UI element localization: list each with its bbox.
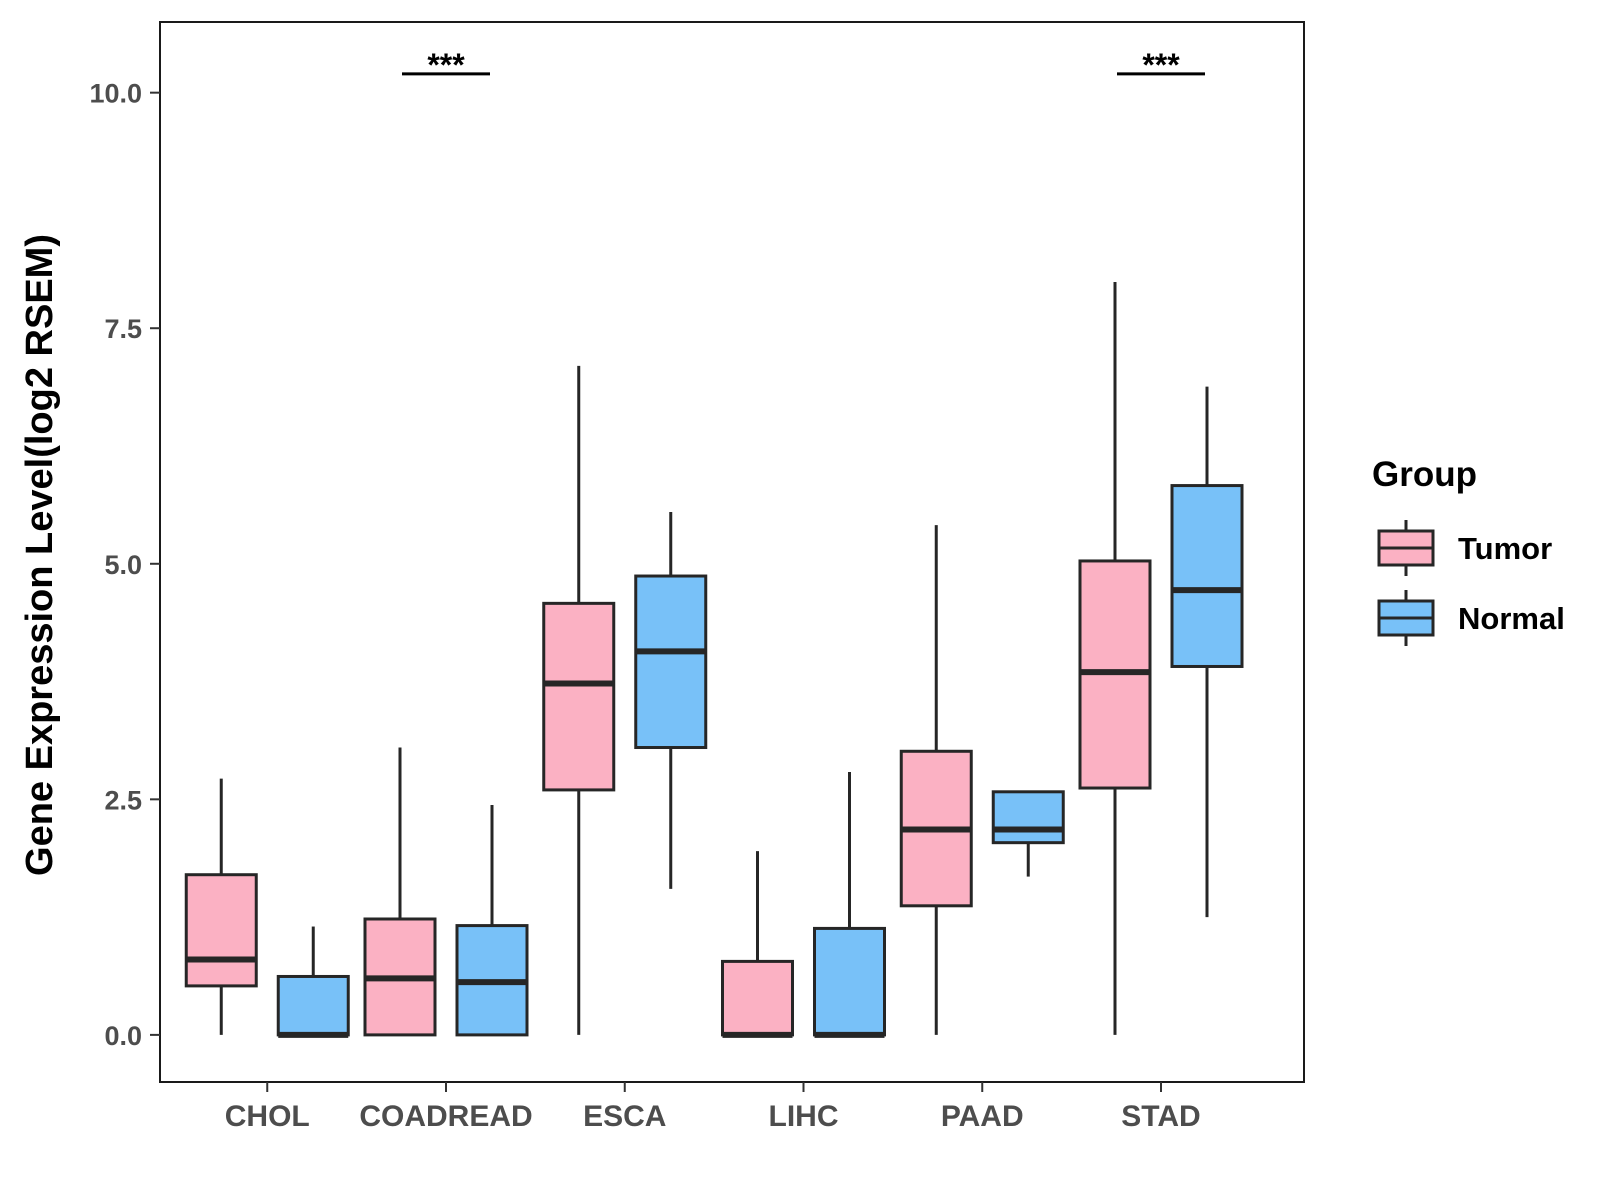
box-normal-lihc: [813, 772, 886, 1038]
x-tick-label: ESCA: [583, 1100, 666, 1133]
box-tumor-esca: [542, 365, 616, 1035]
y-tick-label: 0.0: [104, 1021, 142, 1051]
box-tumor-chol: [184, 778, 258, 1035]
box-body: [634, 574, 708, 750]
significance-annotations: *** ***: [402, 47, 1205, 83]
box-tumor-paad: [899, 525, 973, 1035]
significance-label: ***: [427, 47, 465, 83]
box-normal-esca: [634, 511, 708, 889]
legend-label-normal: Normal: [1458, 601, 1565, 636]
legend-key-tumor: [1377, 520, 1435, 576]
box-body: [184, 873, 258, 988]
box-tumor-coadread: [363, 747, 437, 1037]
box-tumor-stad: [1078, 282, 1152, 1035]
y-tick-label: 2.5: [104, 785, 142, 815]
x-axis: CHOL COADREAD ESCA LIHC PAAD STAD: [225, 1082, 1201, 1133]
box-tumor-lihc: [721, 851, 794, 1038]
x-tick-label: CHOL: [225, 1100, 310, 1133]
x-tick-label: COADREAD: [359, 1100, 532, 1133]
box-normal-coadread: [455, 804, 529, 1037]
y-tick-label: 10.0: [89, 79, 142, 109]
box-body: [542, 601, 616, 792]
legend: Group Tumor Normal: [1372, 455, 1565, 646]
box-body: [721, 959, 794, 1037]
box-normal-paad: [991, 790, 1065, 877]
significance-label: ***: [1142, 47, 1180, 83]
box-body: [991, 790, 1065, 845]
box-body: [1170, 484, 1244, 668]
box-body: [813, 926, 886, 1037]
legend-label-tumor: Tumor: [1458, 531, 1552, 566]
box-normal-stad: [1170, 386, 1244, 918]
y-tick-label: 7.5: [104, 314, 142, 344]
box-normal-chol: [276, 926, 350, 1038]
legend-key-normal: [1377, 590, 1435, 646]
boxes: [184, 282, 1244, 1038]
panel-border: [159, 21, 1305, 1083]
legend-title: Group: [1372, 455, 1477, 494]
x-tick-label: PAAD: [941, 1100, 1024, 1133]
plot-panel: [159, 21, 1305, 1083]
x-tick-label: STAD: [1121, 1100, 1200, 1133]
x-tick-label: LIHC: [769, 1100, 839, 1133]
y-axis-title: Gene Expression Level(log2 RSEM): [19, 234, 61, 876]
y-tick-label: 5.0: [104, 550, 142, 580]
box-body: [276, 974, 350, 1037]
y-axis: 0.0 2.5 5.0 7.5 10.0: [89, 79, 160, 1051]
